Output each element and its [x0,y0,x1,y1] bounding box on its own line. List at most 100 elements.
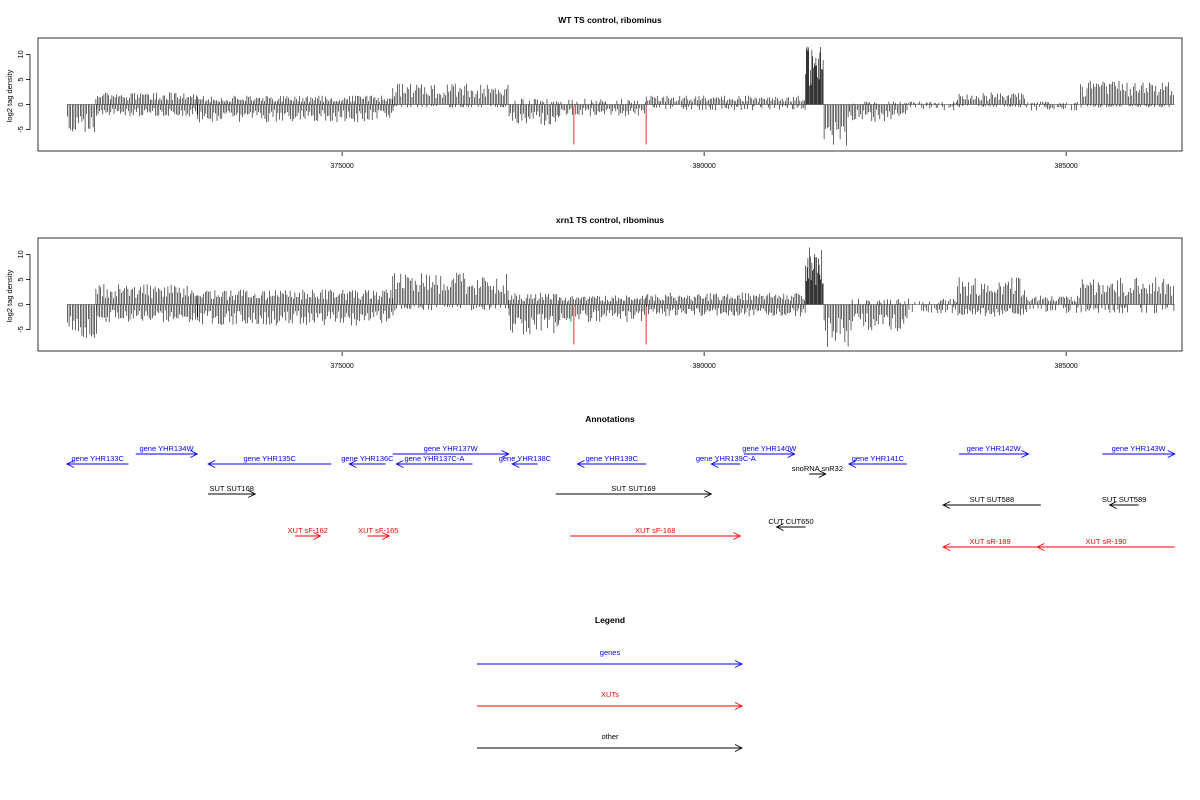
feature-sut-sut589: SUT SUT589 [1102,495,1146,509]
density-bars [559,98,647,117]
annotations-track: Annotations gene YHR133C gene YHR134W gene… [65,414,1176,551]
density-segment [957,92,1026,108]
feature-label: gene YHR139C-A [696,454,756,463]
x-tick-label: 380000 [692,163,715,170]
feature-label: gene YHR138C [499,454,552,463]
density-bars [1080,80,1174,108]
feature-arrow-head [775,523,784,531]
density-bars [95,92,198,117]
density-segment [95,284,198,323]
feature-label: SUT SUT168 [209,484,253,493]
feature-label: SUT SUT589 [1102,495,1146,504]
density-bars [197,95,394,123]
annotations-title: Annotations [585,414,635,424]
feature-arrow-head [190,450,199,458]
feature-sut-sut169: SUT SUT169 [555,484,713,498]
density-bars [908,101,957,111]
y-axis: -5 0 5 10 [16,50,31,133]
feature-label: gene YHR139C [586,454,639,463]
y-axis: -5 0 5 10 [16,250,31,333]
feature-label: SUT SUT169 [611,484,655,493]
y-tick-label: 5 [16,77,25,81]
density-segment [805,46,824,105]
density-segment [645,95,806,111]
feature-label: XUT sF-162 [288,526,328,535]
feature-arrow-head [1036,543,1045,551]
density-segment [67,304,97,338]
feature-label: gene YHR141C [852,454,905,463]
plot-frame [37,237,1183,352]
density-bars [805,247,824,305]
feature-arrow-head [1108,501,1117,509]
y-tick-label: 0 [16,102,25,106]
feature-arrow-head [381,532,391,540]
feature-arrow-head [313,532,322,540]
feature-label: gene YHR133C [71,454,124,463]
density-segment [508,98,559,126]
feature-arrow-head [847,460,857,468]
density-bars [805,46,824,105]
feature-gene-yhr143w: gene YHR143W [1102,444,1176,458]
x-tick-label: 380000 [692,363,715,370]
y-tick-label: 5 [16,277,25,281]
density-segment [197,95,394,123]
density-segment [1026,295,1080,314]
legend-label: genes [600,648,621,657]
bars-group [67,46,1174,146]
feature-gene-yhr133c: gene YHR133C [65,454,129,468]
feature-arrow-head [511,460,520,468]
legend-label: other [601,732,619,741]
feature-label: gene YHR137W [424,444,479,453]
feature-arrow-head [395,460,404,468]
density-segment [908,101,957,111]
bars-group [67,247,1175,347]
feature-gene-yhr142w: gene YHR142W [958,444,1030,458]
feature-label: snoRNA snR32 [792,464,843,473]
density-bars [559,295,647,323]
feature-gene-yhr134w: gene YHR134W [135,444,199,458]
legend-item-gene: genes [477,648,744,668]
feature-cut-cut650: CUT CUT650 [768,517,814,531]
density-segment [823,104,849,146]
x-axis: 375000 380000 385000 [330,352,1078,370]
feature-gene-yhr139c: gene YHR139C [576,454,647,468]
density-bars [95,284,198,323]
y-tick-label: -5 [16,326,25,333]
panel-title: xrn1 TS control, ribominus [556,215,664,225]
density-bars [508,292,559,335]
feature-label: gene YHR140W [742,444,797,453]
density-segment [392,83,509,108]
density-bars [508,98,559,126]
density-bars [1026,101,1078,111]
feature-arrow-head [734,744,744,752]
feature-label: XUT sF-168 [635,526,675,535]
density-bars [645,95,806,111]
feature-sut-sut588: SUT SUT588 [942,495,1041,509]
feature-label: gene YHR134W [139,444,194,453]
feature-arrow-head [348,460,357,468]
legend-item-other: other [477,732,744,752]
feature-gene-yhr136c: gene YHR136C [341,454,394,468]
density-segment [823,304,849,347]
feature-gene-yhr137w: gene YHR137W [392,444,510,458]
legend-item-xut: XUTs [477,690,744,710]
density-segment [1026,101,1078,111]
feature-sut-sut168: SUT SUT168 [208,484,257,498]
density-segment [197,289,394,326]
legend-label: XUTs [601,690,619,699]
feature-arrow-head [501,450,510,458]
density-bars [392,83,509,108]
feature-arrow-head [818,470,827,478]
density-bars [392,272,509,311]
feature-gene-yhr137c-a: gene YHR137C-A [395,454,473,468]
y-tick-label: 10 [16,250,25,258]
x-tick-label: 385000 [1054,363,1077,370]
feature-xut-sf-168: XUT sF-168 [570,526,742,540]
feature-arrow-head [710,460,719,468]
density-segment [645,292,806,317]
feature-label: XUT sR-189 [970,537,1011,546]
density-bars [645,292,806,317]
density-bars [67,304,97,338]
feature-arrow-head [942,501,951,509]
